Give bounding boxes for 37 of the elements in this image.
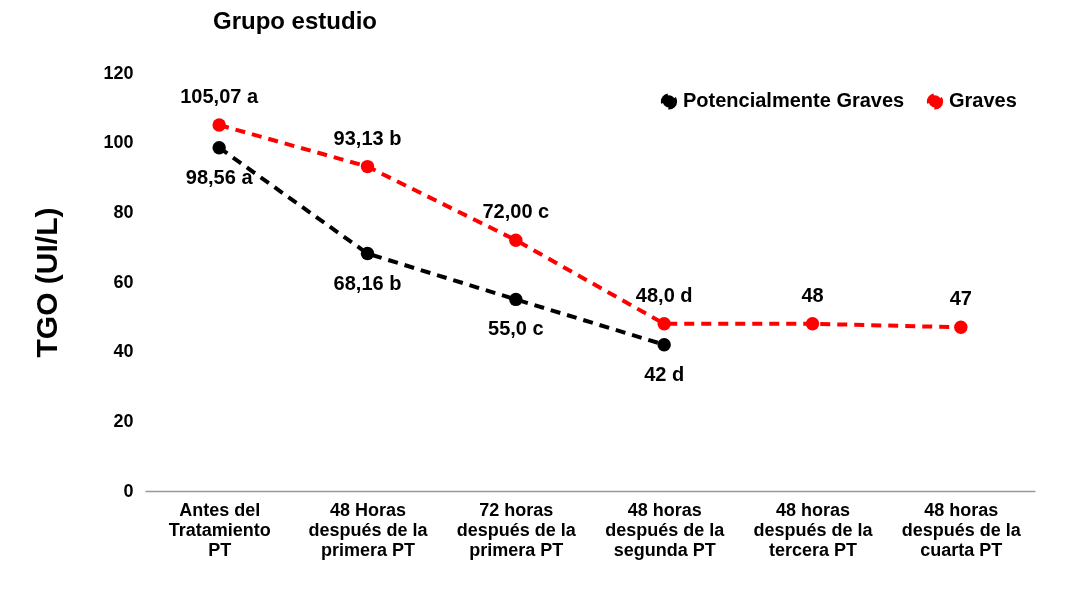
data-label: 48,0 d — [635, 283, 693, 306]
x-tick-label: 48 horas después de la segunda PT — [605, 499, 726, 560]
data-label: 68,16 b — [333, 271, 402, 294]
data-label: 48 — [801, 283, 824, 306]
data-label: 105,07 a — [180, 85, 259, 108]
y-axis-title: TGO (UI/L) — [30, 207, 64, 358]
y-tick-label: 100 — [103, 132, 134, 153]
data-label: 47 — [949, 287, 972, 310]
data-label: 98,56 a — [185, 165, 254, 188]
x-tick-label: 48 horas después de la cuarta PT — [901, 499, 1022, 560]
x-tick-label: 72 horas después de la primera PT — [456, 499, 577, 560]
y-tick-label: 0 — [123, 480, 134, 501]
legend-label: Graves — [949, 89, 1017, 112]
chart-title: Grupo estudio — [212, 7, 377, 34]
point — [360, 159, 375, 174]
point — [805, 317, 820, 331]
y-tick-label: 60 — [113, 271, 134, 292]
x-tick-label: 48 horas después de la tercera PT — [753, 499, 874, 560]
data-label: 42 d — [644, 362, 685, 385]
legend-label: Potencialmente Graves — [683, 89, 905, 112]
point — [212, 140, 226, 155]
y-tick-label: 40 — [113, 341, 134, 362]
point — [509, 292, 523, 307]
y-tick-label: 20 — [113, 410, 134, 431]
data-label: 55,0 c — [488, 317, 544, 340]
point — [657, 338, 671, 352]
point — [212, 118, 226, 132]
data-label: 93,13 b — [333, 126, 402, 149]
data-label: 72,00 c — [482, 200, 550, 223]
point — [360, 246, 375, 261]
point — [954, 320, 968, 334]
y-tick-label: 80 — [113, 201, 134, 222]
x-tick-label: Antes del Tratamiento PT — [168, 499, 271, 560]
y-tick-label: 120 — [103, 62, 134, 83]
point — [657, 317, 671, 331]
point — [509, 233, 523, 247]
x-tick-label: 48 Horas después de la primera PT — [308, 499, 429, 560]
